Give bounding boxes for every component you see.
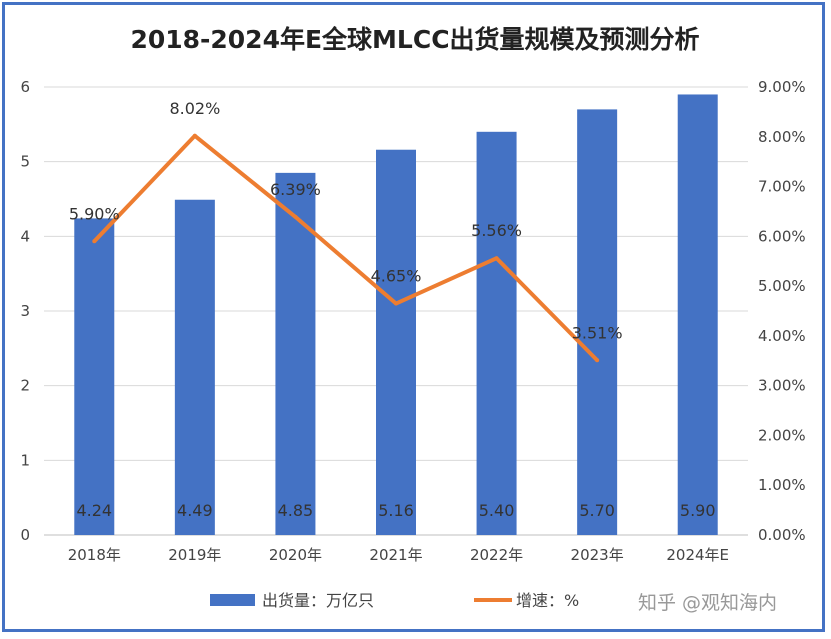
y-tick-label: 4 (20, 227, 30, 245)
line-point (494, 256, 499, 261)
x-tick-label: 2019年 (168, 546, 221, 564)
y-tick-label: 3 (20, 302, 30, 320)
y-tick-label: 5 (20, 153, 30, 171)
line-data-label: 5.90% (69, 204, 120, 223)
bar (74, 218, 115, 535)
legend-swatch-bar (210, 594, 255, 606)
bar-data-label: 4.49 (177, 501, 213, 520)
line-point (394, 301, 398, 306)
bar (376, 149, 416, 535)
bar (174, 199, 215, 535)
y2-tick-label: 1.00% (758, 476, 806, 494)
y2-tick-label: 7.00% (758, 178, 806, 196)
legend-label-bar: 出货量：万亿只 (262, 591, 374, 610)
y2-tick-label: 5.00% (758, 277, 806, 295)
bar (677, 94, 718, 535)
bar-data-label: 5.40 (479, 501, 515, 520)
y2-tick-label: 8.00% (758, 128, 806, 146)
bar-data-label: 5.90 (680, 501, 716, 520)
y2-tick-label: 9.00% (758, 78, 806, 96)
line-data-label: 5.56% (471, 221, 522, 240)
y2-tick-label: 0.00% (758, 526, 806, 544)
line-point (192, 133, 197, 138)
y-tick-label: 6 (20, 78, 30, 96)
x-tick-label: 2020年 (269, 546, 322, 564)
bar-data-label: 4.85 (278, 501, 314, 520)
chart-title: 2018-2024年E全球MLCC出货量规模及预测分析 (130, 25, 699, 54)
line-data-label: 8.02% (169, 99, 220, 118)
watermark: 知乎 @观知海内 (638, 592, 778, 614)
growth-line (92, 133, 599, 362)
legend-label-line: 增速：% (516, 591, 579, 610)
bar-data-label: 5.70 (579, 501, 615, 520)
bar (577, 109, 618, 536)
y2-tick-label: 6.00% (758, 227, 806, 245)
y-tick-label: 2 (20, 377, 30, 395)
bar-data-label: 4.24 (76, 501, 112, 520)
x-tick-label: 2024年E (666, 546, 729, 564)
bar-data-label: 5.16 (378, 501, 414, 520)
x-tick-label: 2023年 (571, 546, 624, 564)
y-tick-label: 0 (20, 526, 30, 544)
line-point (92, 239, 97, 244)
line-point (595, 358, 600, 363)
line-point (293, 214, 298, 219)
x-tick-label: 2022年 (470, 546, 523, 564)
y2-tick-label: 3.00% (758, 377, 806, 395)
line-data-label: 3.51% (572, 323, 623, 342)
x-tick-label: 2018年 (68, 546, 121, 564)
x-tick-label: 2021年 (369, 546, 422, 564)
y2-tick-label: 4.00% (758, 327, 806, 345)
y-tick-label: 1 (20, 451, 30, 469)
bar (476, 131, 517, 536)
line-data-label: 6.39% (270, 180, 321, 199)
bar (275, 172, 316, 535)
chart-frame (2, 2, 825, 632)
line-data-label: 4.65% (371, 267, 422, 286)
y2-tick-label: 2.00% (758, 426, 806, 444)
